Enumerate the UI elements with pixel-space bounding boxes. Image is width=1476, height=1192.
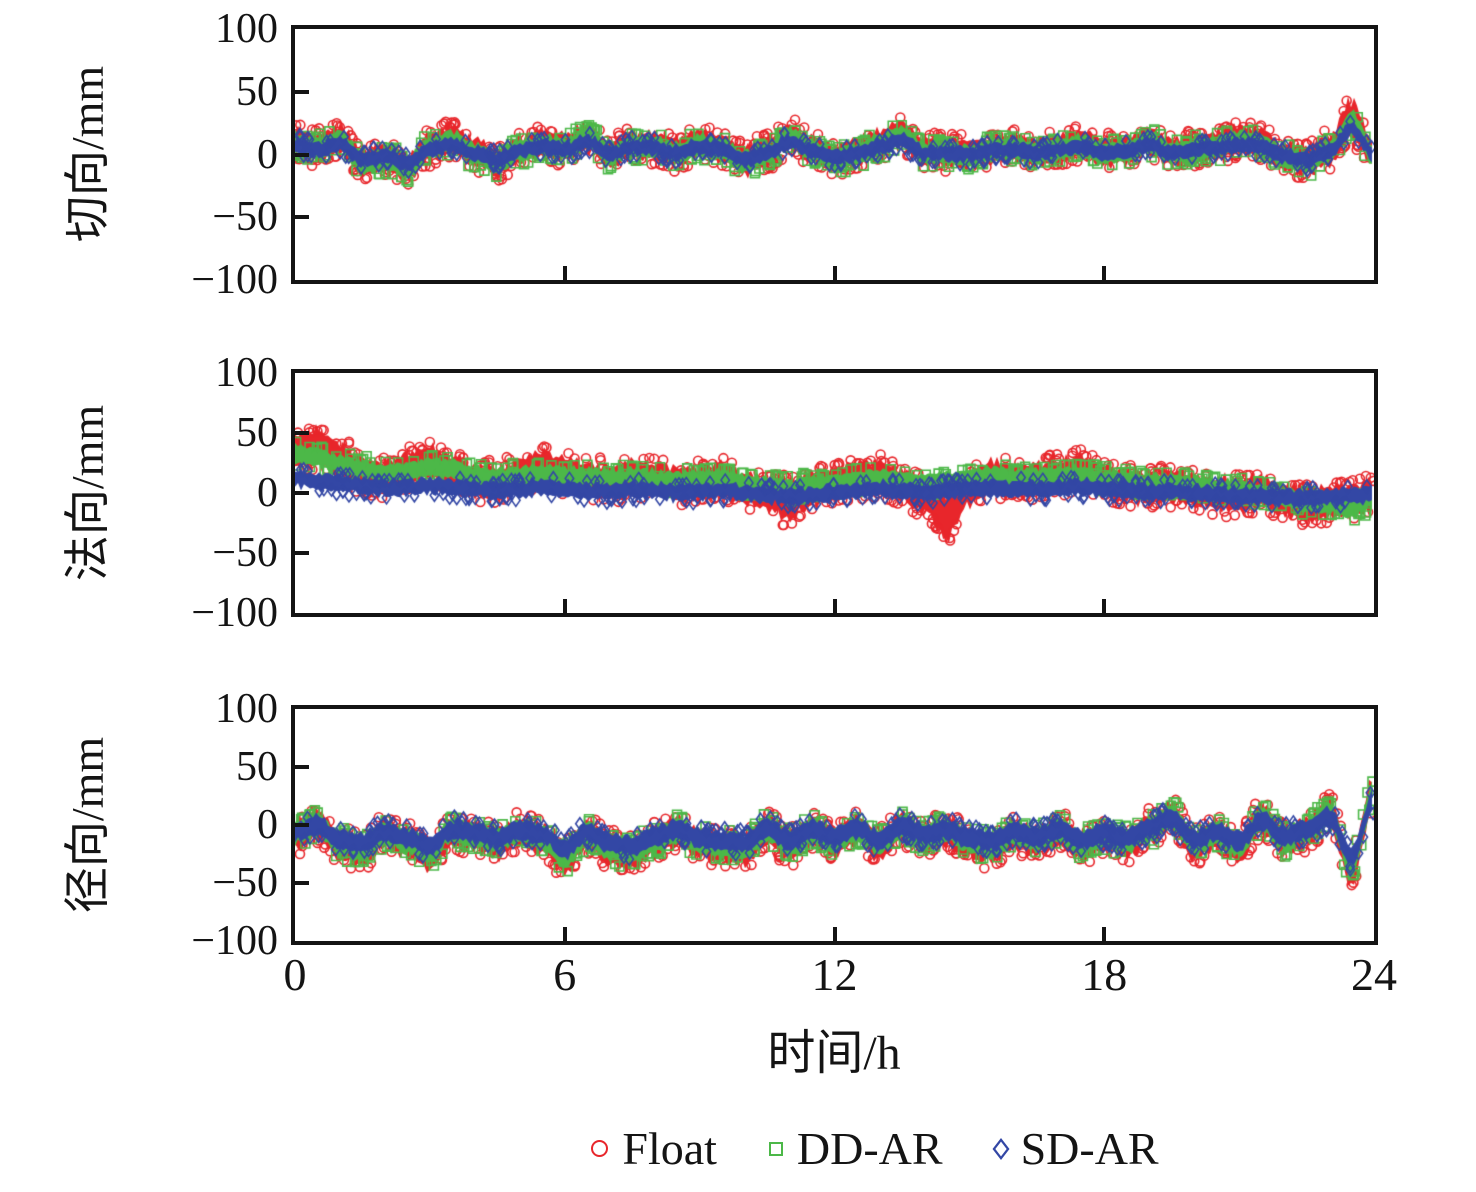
y-tick-label: 50 — [236, 410, 278, 456]
x-tick-mark — [1102, 266, 1107, 280]
y-tick-label: 100 — [215, 6, 278, 52]
x-tick-label: 12 — [811, 949, 858, 1000]
y-tick-label: −100 — [191, 590, 278, 636]
circle-marker-icon — [591, 1140, 609, 1157]
subplot-radial — [291, 705, 1378, 945]
x-tick-mark — [832, 599, 837, 613]
y-tick-label: 50 — [236, 68, 278, 115]
legend-label-ddar: DD-AR — [796, 1123, 943, 1174]
x-tick-label: 0 — [283, 949, 307, 1000]
y-tick-label: −100 — [191, 257, 278, 303]
legend-label-sdar: SD-AR — [1020, 1123, 1159, 1174]
y-tick-label: 0 — [257, 131, 278, 178]
x-tick-label: 6 — [553, 949, 577, 1000]
y-tick-label: −100 — [191, 918, 278, 964]
subplot-radial-canvas — [295, 709, 1374, 941]
y-tick-label: 100 — [215, 350, 278, 396]
x-tick-mark — [832, 927, 837, 941]
y-tick-mark — [295, 551, 309, 555]
legend-label-float: Float — [622, 1123, 717, 1174]
x-tick-mark — [832, 266, 837, 280]
y-tick-label: 100 — [215, 686, 278, 732]
y-tick-mark — [295, 89, 309, 94]
diamond-marker-icon — [992, 1137, 1010, 1160]
legend: Float DD-AR SD-AR — [320, 1122, 1430, 1175]
x-tick-mark — [562, 927, 567, 941]
y-tick-mark — [295, 881, 309, 885]
subplot-tangential — [291, 25, 1378, 284]
y-tick-label: −50 — [212, 194, 278, 241]
y-tick-label: −50 — [212, 530, 278, 576]
subplot-normal — [291, 369, 1378, 617]
y-tick-label: 50 — [236, 744, 278, 790]
x-tick-mark — [562, 599, 567, 613]
x-tick-mark — [1102, 927, 1107, 941]
legend-item-ddar: DD-AR — [768, 1122, 943, 1175]
subplot-tangential-canvas — [295, 29, 1374, 280]
legend-item-float: Float — [591, 1122, 717, 1175]
x-tick-label: 24 — [1351, 949, 1397, 1000]
y-axis-label-radial: 径向/mm — [62, 736, 113, 914]
x-tick-mark — [562, 266, 567, 280]
y-tick-mark — [295, 431, 309, 435]
x-tick-mark — [1102, 599, 1107, 613]
x-tick-label: 18 — [1081, 949, 1128, 1000]
y-tick-mark — [295, 152, 309, 157]
y-tick-label: 0 — [257, 470, 278, 516]
y-axis-label-normal: 法向/mm — [62, 404, 113, 582]
y-tick-mark — [295, 823, 309, 827]
subplot-normal-canvas — [295, 373, 1374, 613]
y-tick-label: 0 — [257, 802, 278, 848]
y-tick-mark — [295, 215, 309, 220]
y-tick-label: −50 — [212, 860, 278, 906]
y-axis-label-tangential: 切向/mm — [62, 65, 113, 243]
y-tick-mark — [295, 491, 309, 495]
x-axis-label: 时间/h — [767, 1027, 901, 1080]
square-marker-icon — [768, 1141, 783, 1156]
y-tick-mark — [295, 765, 309, 769]
legend-item-sdar: SD-AR — [992, 1122, 1159, 1175]
